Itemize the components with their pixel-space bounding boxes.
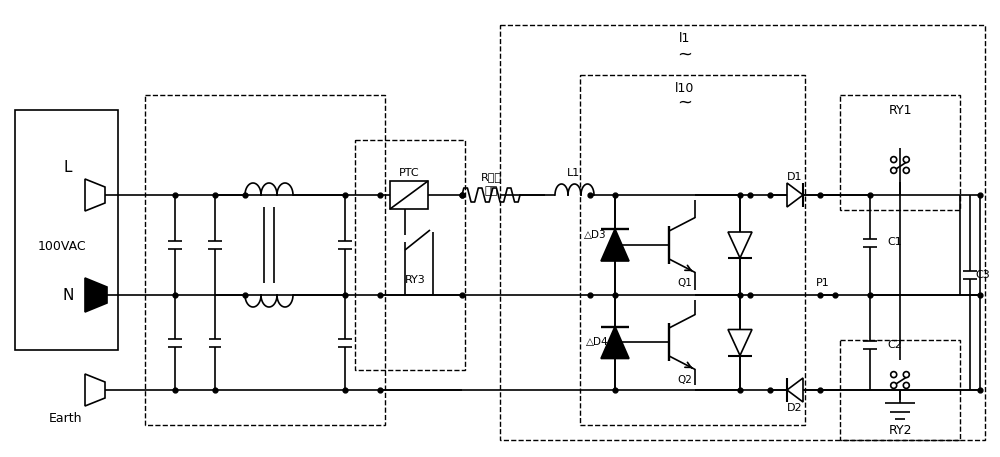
Text: ~: ~ [678,46,692,64]
Text: △D3: △D3 [584,230,606,240]
Text: RY2: RY2 [888,424,912,436]
Polygon shape [601,326,629,358]
Text: L: L [64,159,72,175]
Text: PTC: PTC [399,168,419,178]
Circle shape [891,167,897,173]
Text: C1: C1 [888,237,902,247]
Polygon shape [85,179,105,211]
Polygon shape [728,329,752,356]
Polygon shape [728,232,752,258]
Text: ~: ~ [678,94,692,112]
Text: P1: P1 [816,278,830,288]
Circle shape [903,383,909,388]
Polygon shape [85,278,107,312]
Text: Q1: Q1 [678,278,692,288]
Text: C3: C3 [976,270,990,280]
Circle shape [891,157,897,163]
Text: 100VAC: 100VAC [38,240,86,254]
Text: △D4: △D4 [586,337,608,347]
Text: l1: l1 [679,32,691,44]
Text: L1: L1 [566,168,580,178]
Polygon shape [787,183,803,207]
Text: RY1: RY1 [888,103,912,117]
Text: D1: D1 [787,172,803,182]
Circle shape [891,383,897,388]
Polygon shape [85,374,105,406]
Text: RY3: RY3 [405,275,425,285]
Text: Earth: Earth [48,411,82,425]
Text: R采样: R采样 [480,172,502,182]
Circle shape [903,372,909,377]
Text: D2: D2 [787,403,803,413]
Polygon shape [15,110,118,350]
Text: C2: C2 [888,340,902,350]
Polygon shape [601,229,629,261]
Text: 电阻: 电阻 [484,186,498,196]
Circle shape [903,157,909,163]
Circle shape [891,372,897,377]
Polygon shape [390,181,428,209]
Text: N: N [62,287,74,303]
Circle shape [903,167,909,173]
Text: Q2: Q2 [678,375,692,385]
Text: l10: l10 [675,81,695,95]
Polygon shape [787,378,803,402]
